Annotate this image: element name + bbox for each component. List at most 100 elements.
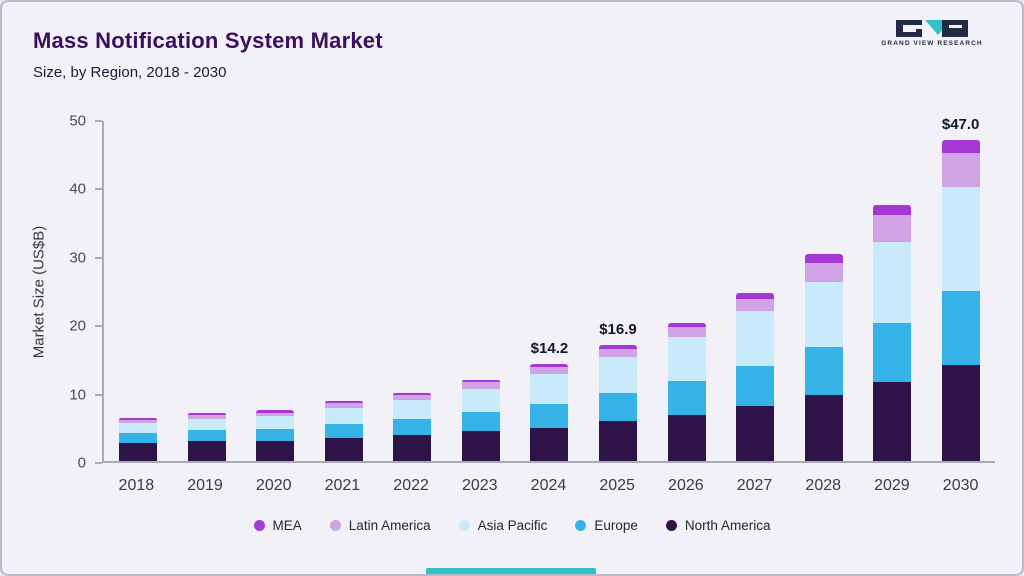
legend-label: Latin America <box>348 518 431 533</box>
bar-segment-europe[interactable] <box>667 381 706 415</box>
bar-segment-latin-america[interactable] <box>256 412 295 416</box>
bar-segment-mea[interactable] <box>324 400 363 404</box>
bar-segment-latin-america[interactable] <box>873 214 912 243</box>
y-tick-mark <box>95 256 102 259</box>
bar-segment-latin-america[interactable] <box>530 366 569 374</box>
footer-tab <box>426 568 596 574</box>
bar-segment-north-america[interactable] <box>804 395 843 461</box>
bar-segment-europe[interactable] <box>461 412 500 431</box>
bar-segment-north-america[interactable] <box>873 381 912 461</box>
bar-segment-latin-america[interactable] <box>461 382 500 389</box>
bar-segment-europe[interactable] <box>256 428 295 441</box>
x-tick-label-2018: 2018 <box>118 477 155 494</box>
bar-segment-latin-america[interactable] <box>941 153 980 188</box>
bar-segment-latin-america[interactable] <box>736 298 775 312</box>
page-subtitle: Size, by Region, 2018 - 2030 <box>33 64 227 81</box>
bar-segment-latin-america[interactable] <box>393 395 432 401</box>
stacked-bar-2026[interactable] <box>667 322 706 461</box>
stacked-bar-2028[interactable] <box>804 254 843 461</box>
bar-segment-mea[interactable] <box>119 417 158 420</box>
bar-segment-asia-pacific[interactable] <box>256 415 295 429</box>
bar-segment-latin-america[interactable] <box>324 403 363 408</box>
legend-item-latin-america[interactable]: Latin America <box>329 518 431 533</box>
bar-segment-mea[interactable] <box>804 254 843 263</box>
stacked-bar-2025[interactable] <box>598 345 637 461</box>
data-label-2024: $14.2 <box>530 339 569 357</box>
bar-segment-mea[interactable] <box>256 410 295 413</box>
bar-segment-europe[interactable] <box>187 430 226 442</box>
bar-segment-north-america[interactable] <box>393 435 432 461</box>
bar-segment-latin-america[interactable] <box>804 262 843 282</box>
bar-segment-north-america[interactable] <box>598 421 637 461</box>
bar-segment-north-america[interactable] <box>461 430 500 461</box>
bar-segment-asia-pacific[interactable] <box>873 242 912 323</box>
bar-segment-asia-pacific[interactable] <box>324 407 363 425</box>
stacked-bar-2029[interactable] <box>873 204 912 461</box>
bar-segment-north-america[interactable] <box>324 437 363 461</box>
bar-segment-mea[interactable] <box>393 392 432 396</box>
data-label-2025: $16.9 <box>599 321 637 339</box>
y-tick-label: 30 <box>69 249 86 267</box>
bar-segment-north-america[interactable] <box>736 406 775 461</box>
bar-segment-mea[interactable] <box>941 139 980 154</box>
bar-segment-asia-pacific[interactable] <box>461 388 500 413</box>
bar-segment-mea[interactable] <box>873 204 912 215</box>
stacked-bar-2018[interactable] <box>119 417 158 461</box>
bar-segment-mea[interactable] <box>736 293 775 299</box>
stacked-bar-2030[interactable] <box>941 139 980 461</box>
bar-segment-north-america[interactable] <box>667 414 706 461</box>
legend-swatch-icon <box>458 520 470 531</box>
legend-item-asia-pacific[interactable]: Asia Pacific <box>458 518 547 533</box>
bar-segment-north-america[interactable] <box>256 440 295 461</box>
bar-segment-europe[interactable] <box>393 419 432 435</box>
bar-segment-north-america[interactable] <box>530 427 569 461</box>
x-axis: 2018 2019 2020 2021 2022 2023 2024 2025 2026 2027… <box>102 465 995 495</box>
bar-segment-mea[interactable] <box>187 413 226 416</box>
bar-segment-latin-america[interactable] <box>598 348 637 358</box>
bar-segment-mea[interactable] <box>461 379 500 383</box>
bar-segment-mea[interactable] <box>530 364 569 367</box>
legend-item-north-america[interactable]: North America <box>665 518 770 533</box>
y-tick-label: 10 <box>69 386 86 404</box>
bar-segment-latin-america[interactable] <box>187 415 226 419</box>
bar-segment-mea[interactable] <box>598 345 637 349</box>
y-axis: 0 10 20 30 40 50 <box>2 113 102 472</box>
stacked-bar-2024[interactable] <box>530 364 569 461</box>
bar-segment-asia-pacific[interactable] <box>804 281 843 347</box>
stacked-bar-2023[interactable] <box>461 379 500 461</box>
stacked-bar-2022[interactable] <box>393 392 432 461</box>
bar-segment-asia-pacific[interactable] <box>530 373 569 404</box>
stacked-bar-2027[interactable] <box>736 293 775 461</box>
bar-segment-north-america[interactable] <box>187 441 226 461</box>
bar-segment-europe[interactable] <box>324 424 363 438</box>
x-tick-label-2025: 2025 <box>599 477 635 494</box>
x-tick-label-2029: 2029 <box>874 477 910 494</box>
stacked-bar-2019[interactable] <box>187 413 226 461</box>
bar-segment-north-america[interactable] <box>941 364 980 461</box>
bar-segment-europe[interactable] <box>598 392 637 422</box>
bar-segment-north-america[interactable] <box>119 443 158 461</box>
bar-segment-latin-america[interactable] <box>667 326 706 338</box>
bar-segment-europe[interactable] <box>941 291 980 365</box>
bar-segment-europe[interactable] <box>530 403 569 428</box>
bar-segment-asia-pacific[interactable] <box>187 418 226 431</box>
grand-view-research-logo: GRAND VIEW RESEARCH <box>880 20 984 47</box>
bar-segment-asia-pacific[interactable] <box>393 400 432 420</box>
bar-segment-europe[interactable] <box>873 322 912 382</box>
bar-segment-latin-america[interactable] <box>119 419 158 423</box>
legend-item-mea[interactable]: MEA <box>253 518 302 533</box>
bar-segment-mea[interactable] <box>667 322 706 327</box>
bar-segment-asia-pacific[interactable] <box>667 337 706 381</box>
stacked-bar-2020[interactable] <box>256 410 295 461</box>
bar-segment-asia-pacific[interactable] <box>941 187 980 292</box>
plot-area: $14.2 $16.9 $47.0 <box>102 116 995 463</box>
legend-item-europe[interactable]: Europe <box>575 518 638 533</box>
bar-segment-asia-pacific[interactable] <box>598 357 637 393</box>
stacked-bar-2021[interactable] <box>324 400 363 461</box>
bar-group-2023 <box>447 121 516 461</box>
bar-segment-asia-pacific[interactable] <box>736 311 775 366</box>
bar-segment-europe[interactable] <box>119 432 158 444</box>
bar-segment-europe[interactable] <box>736 365 775 407</box>
bar-segment-asia-pacific[interactable] <box>119 422 158 433</box>
bar-segment-europe[interactable] <box>804 346 843 396</box>
